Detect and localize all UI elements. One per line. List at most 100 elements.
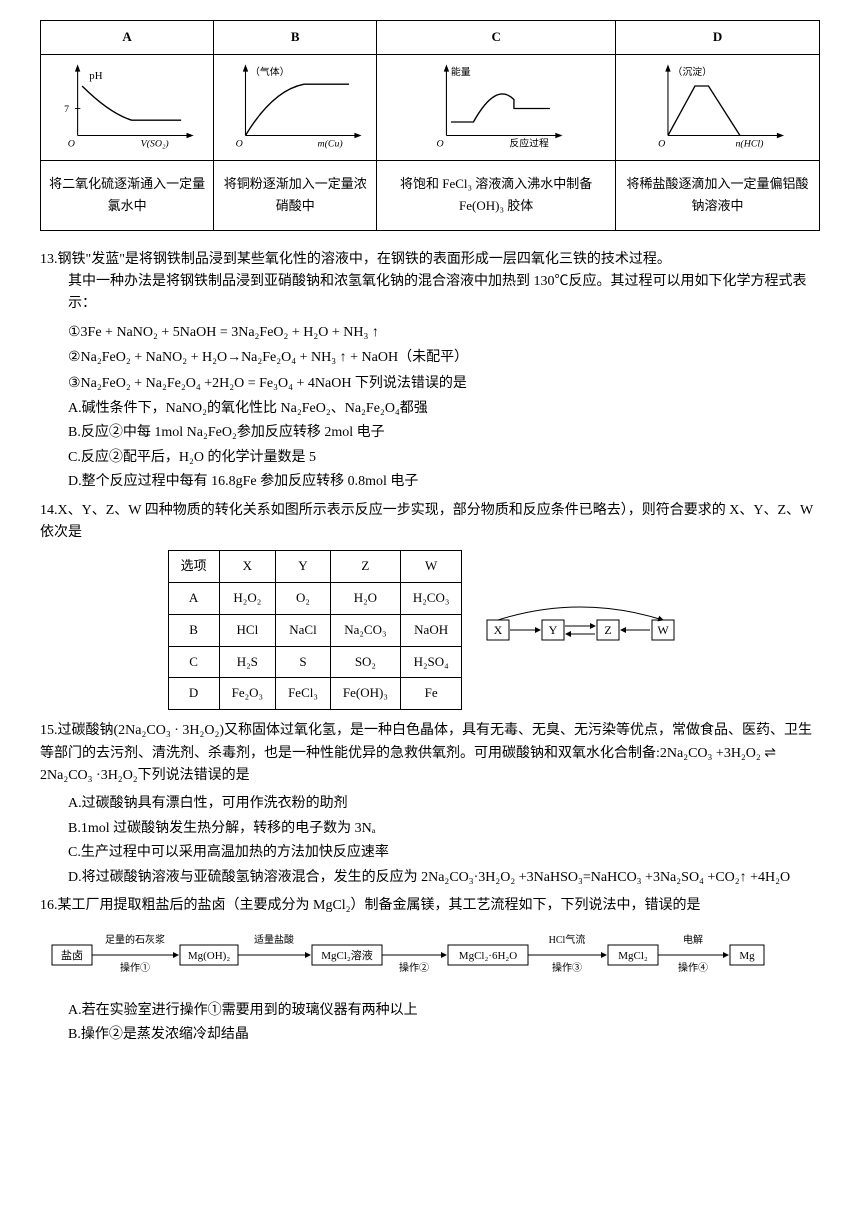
q14-r2c0: C [168, 646, 219, 678]
q16-flow-svg: 盐卤 Mg(OH)₂ MgCl₂溶液 MgCl₂·6H₂O MgCl₂ Mg 足… [50, 927, 810, 981]
question-15: 15.过碳酸钠(2Na₂CO₃ · 3H₂O₂)又称固体过氧化氢，是一种白色晶体… [40, 720, 820, 787]
q16-stem: 某工厂用提取粗盐后的盐卤（主要成分为 MgCl₂）制备金属镁，其工艺流程如下，下… [58, 898, 701, 913]
q14-col1: X [219, 551, 275, 583]
q16-opt-b: B.操作②是蒸发浓缩冷却结晶 [68, 1024, 820, 1046]
q14-r3c3: Fe(OH)₃ [330, 678, 400, 710]
q13-opts: A.碱性条件下，NaNO₂的氧化性比 Na₂FeO₂、Na₂Fe₂O₄都强 B.… [68, 398, 820, 494]
desc-d: 将稀盐酸逐滴加入一定量偏铝酸钠溶液中 [616, 160, 820, 230]
q13-opt-c: C.反应②配平后，H₂O 的化学计量数是 5 [68, 447, 820, 469]
svg-text:Y: Y [549, 623, 558, 637]
q14-table: 选项 X Y Z W AH₂O₂O₂H₂OH₂CO₃ BHClNaClNa₂CO… [168, 550, 463, 710]
q15-opt-d: D.将过碳酸钠溶液与亚硫酸氢钠溶液混合，发生的反应为 2Na₂CO₃·3H₂O₂… [68, 867, 820, 889]
q13-eq3: ③Na₂FeO₂ + Na₂Fe₂O₄ +2H₂O = Fe₃O₄ + 4NaO… [68, 373, 820, 395]
svg-text:Mg(OH)₂: Mg(OH)₂ [188, 950, 230, 962]
q14-r0c3: H₂O [330, 583, 400, 615]
svg-text:Z: Z [605, 623, 612, 637]
svg-text:HCl气流: HCl气流 [549, 933, 586, 946]
q14-r2c1: H₂S [219, 646, 275, 678]
graph-cell-b: （气体） O m(Cu) [214, 54, 377, 160]
question-13: 13.钢铁"发蓝"是将钢铁制品浸到某些氧化性的溶液中，在钢铁的表面形成一层四氧化… [40, 249, 820, 316]
svg-text:能量: 能量 [451, 65, 471, 78]
q16-opts: A.若在实验室进行操作①需要用到的玻璃仪器有两种以上 B.操作②是蒸发浓缩冷却结… [68, 1000, 820, 1047]
q14-r3c0: D [168, 678, 219, 710]
col-header-c: C [377, 21, 616, 55]
svg-text:X: X [494, 623, 503, 637]
svg-text:n(HCl): n(HCl) [736, 138, 764, 149]
q14-r2c4: H₂SO₄ [400, 646, 462, 678]
graph-cell-c: 能量 O 反应过程 [377, 54, 616, 160]
q14-r1c4: NaOH [400, 614, 462, 646]
q15-opt-c: C.生产过程中可以采用高温加热的方法加快反应速率 [68, 842, 820, 864]
col-header-a: A [41, 21, 214, 55]
q14-r1c3: Na₂CO₃ [330, 614, 400, 646]
svg-text:MgCl₂·6H₂O: MgCl₂·6H₂O [459, 950, 517, 962]
svg-text:（气体）: （气体） [250, 65, 290, 78]
q14-r2c3: SO₂ [330, 646, 400, 678]
q13-eq2: ②Na₂FeO₂ + NaNO₂ + H₂O→Na₂Fe₂O₄ + NH₃ ↑ … [68, 347, 820, 369]
q14-num: 14. [40, 503, 58, 518]
q14-figure-wrap: 选项 X Y Z W AH₂O₂O₂H₂OH₂CO₃ BHClNaClNa₂CO… [40, 550, 820, 710]
graph-b: （气体） O m(Cu) [218, 59, 372, 149]
desc-c: 将饱和 FeCl₃ 溶液滴入沸水中制备 Fe(OH)₃ 胶体 [377, 160, 616, 230]
svg-text:操作③: 操作③ [552, 961, 582, 974]
svg-text:Mg: Mg [739, 950, 755, 962]
svg-text:操作②: 操作② [399, 961, 429, 974]
svg-text:W: W [658, 623, 670, 637]
q13-opt-b: B.反应②中每 1mol Na₂FeO₂参加反应转移 2mol 电子 [68, 422, 820, 444]
graph-c: 能量 O 反应过程 [381, 59, 611, 149]
svg-text:O: O [437, 138, 444, 149]
top-options-table: A B C D pH 7 O V(SO₂) [40, 20, 820, 231]
svg-text:盐卤: 盐卤 [61, 949, 83, 962]
q13-opt-d: D.整个反应过程中每有 16.8gFe 参加反应转移 0.8mol 电子 [68, 471, 820, 493]
svg-text:足量的石灰浆: 足量的石灰浆 [105, 933, 165, 946]
q14-r1c2: NaCl [276, 614, 331, 646]
q13-stem2: 其中一种办法是将钢铁制品浸到亚硝酸钠和浓氢氧化钠的混合溶液中加热到 130℃反应… [68, 271, 820, 316]
q15-stem: 过碳酸钠(2Na₂CO₃ · 3H₂O₂)又称固体过氧化氢，是一种白色晶体，具有… [40, 723, 812, 783]
q14-col0: 选项 [168, 551, 219, 583]
svg-text:适量盐酸: 适量盐酸 [254, 933, 294, 946]
svg-text:O: O [658, 138, 665, 149]
col-header-d: D [616, 21, 820, 55]
svg-text:电解: 电解 [683, 933, 703, 946]
question-14: 14.X、Y、Z、W 四种物质的转化关系如图所示表示反应一步实现，部分物质和反应… [40, 500, 820, 545]
q13-stem1: 钢铁"发蓝"是将钢铁制品浸到某些氧化性的溶液中，在钢铁的表面形成一层四氧化三铁的… [58, 252, 671, 267]
q14-r0c2: O₂ [276, 583, 331, 615]
desc-a: 将二氧化硫逐渐通入一定量氯水中 [41, 160, 214, 230]
svg-text:O: O [68, 138, 75, 149]
q14-r0c0: A [168, 583, 219, 615]
q14-stem: X、Y、Z、W 四种物质的转化关系如图所示表示反应一步实现，部分物质和反应条件已… [40, 503, 813, 540]
q14-col4: W [400, 551, 462, 583]
q14-r1c1: HCl [219, 614, 275, 646]
svg-text:操作①: 操作① [120, 961, 150, 974]
svg-text:7: 7 [64, 104, 69, 115]
q15-opts: A.过碳酸钠具有漂白性，可用作洗衣粉的助剂 B.1mol 过碳酸钠发生热分解，转… [68, 793, 820, 889]
q14-diagram: X Y Z W [482, 600, 692, 660]
q16-num: 16. [40, 898, 58, 913]
q14-col3: Z [330, 551, 400, 583]
svg-text:m(Cu): m(Cu) [318, 138, 343, 149]
q15-num: 15. [40, 723, 58, 738]
svg-text:操作④: 操作④ [678, 961, 708, 974]
q16-flow: 盐卤 Mg(OH)₂ MgCl₂溶液 MgCl₂·6H₂O MgCl₂ Mg 足… [40, 927, 820, 989]
q14-r3c4: Fe [400, 678, 462, 710]
q14-r2c2: S [276, 646, 331, 678]
q15-opt-b: B.1mol 过碳酸钠发生热分解，转移的电子数为 3Nₐ [68, 818, 820, 840]
graph-a: pH 7 O V(SO₂) [45, 59, 209, 149]
svg-text:MgCl₂: MgCl₂ [618, 950, 648, 962]
svg-text:反应过程: 反应过程 [510, 136, 550, 149]
q13-opt-a: A.碱性条件下，NaNO₂的氧化性比 Na₂FeO₂、Na₂Fe₂O₄都强 [68, 398, 820, 420]
svg-text:（沉淀）: （沉淀） [673, 65, 713, 78]
question-16: 16.某工厂用提取粗盐后的盐卤（主要成分为 MgCl₂）制备金属镁，其工艺流程如… [40, 895, 820, 917]
q14-r0c1: H₂O₂ [219, 583, 275, 615]
svg-text:O: O [236, 138, 243, 149]
graph-cell-a: pH 7 O V(SO₂) [41, 54, 214, 160]
q14-r3c1: Fe₂O₃ [219, 678, 275, 710]
graph-cell-d: （沉淀） O n(HCl) [616, 54, 820, 160]
q15-opt-a: A.过碳酸钠具有漂白性，可用作洗衣粉的助剂 [68, 793, 820, 815]
svg-text:V(SO₂): V(SO₂) [141, 138, 169, 149]
q14-r0c4: H₂CO₃ [400, 583, 462, 615]
desc-b: 将铜粉逐渐加入一定量浓硝酸中 [214, 160, 377, 230]
col-header-b: B [214, 21, 377, 55]
q16-opt-a: A.若在实验室进行操作①需要用到的玻璃仪器有两种以上 [68, 1000, 820, 1022]
q14-r1c0: B [168, 614, 219, 646]
